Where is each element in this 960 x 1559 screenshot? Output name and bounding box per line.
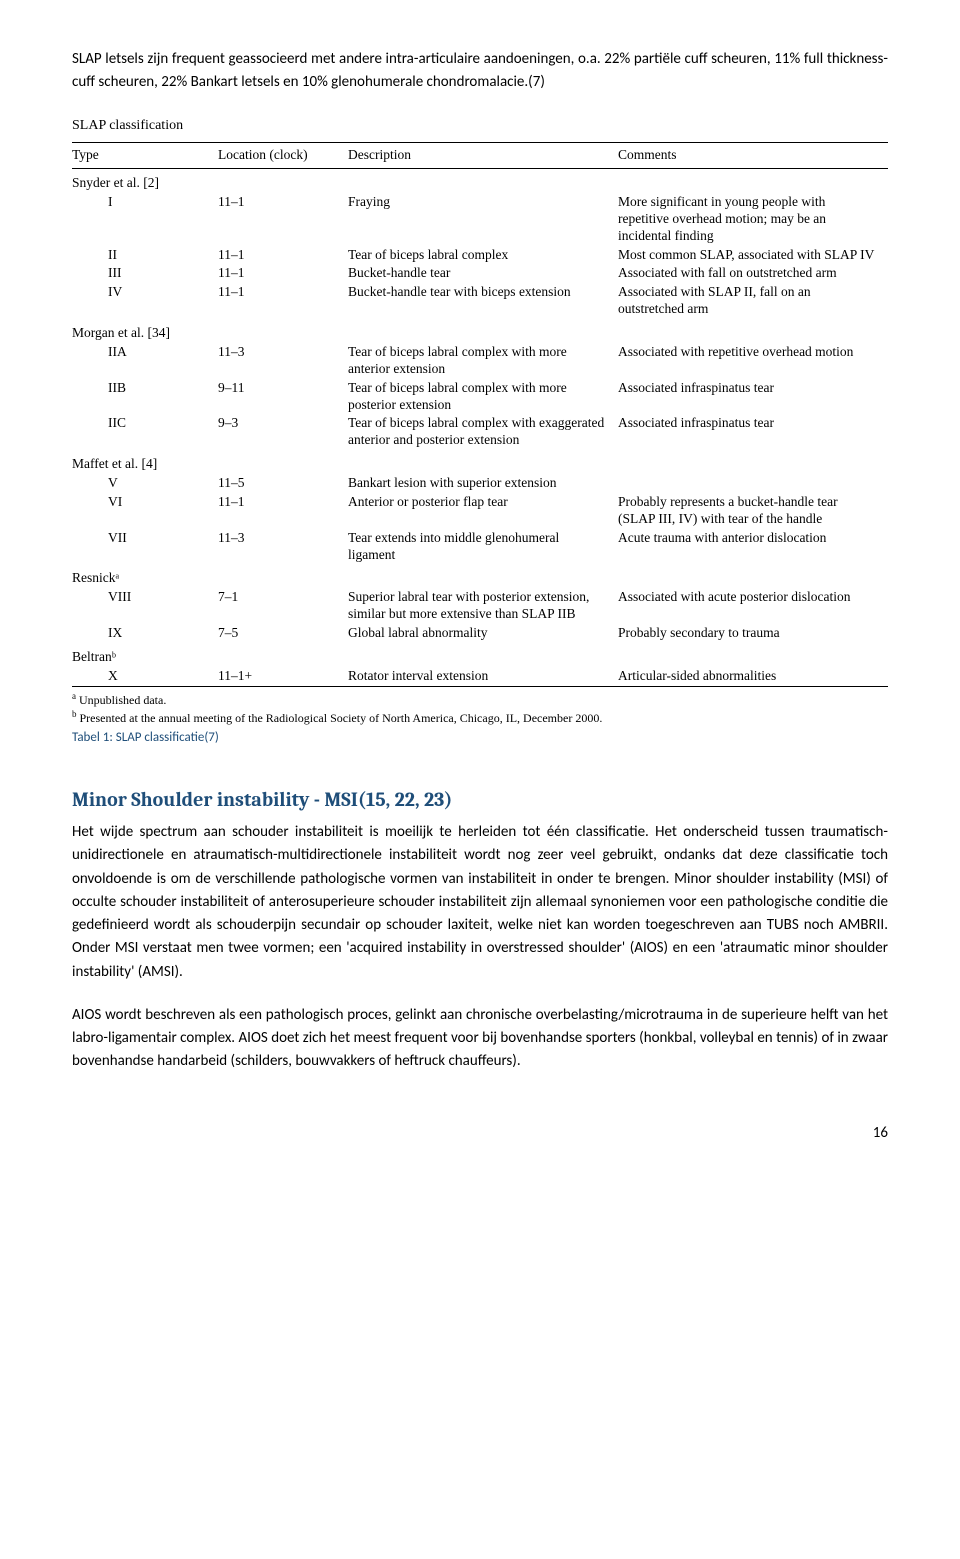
- author-cell: Maffet et al. [4]: [72, 450, 888, 474]
- table-cell: Associated infraspinatus tear: [618, 379, 888, 415]
- table-row: X11–1+Rotator interval extensionArticula…: [72, 667, 888, 686]
- table-cell: Articular-sided abnormalities: [618, 667, 888, 686]
- table-cell: 11–1: [218, 493, 348, 529]
- table-header-row: Type Location (clock) Description Commen…: [72, 143, 888, 169]
- table-cell: IX: [72, 624, 218, 643]
- th-location: Location (clock): [218, 143, 348, 169]
- table-cell: Global labral abnormality: [348, 624, 618, 643]
- th-description: Description: [348, 143, 618, 169]
- table-cell: VII: [72, 529, 218, 565]
- table-cell: Associated infraspinatus tear: [618, 414, 888, 450]
- table-cell: Tear of biceps labral complex with exagg…: [348, 414, 618, 450]
- table-row: IIA11–3Tear of biceps labral complex wit…: [72, 343, 888, 379]
- table-cell: Bucket-handle tear with biceps extension: [348, 283, 618, 319]
- slap-table: Type Location (clock) Description Commen…: [72, 142, 888, 686]
- table-row: VIII7–1Superior labral tear with posteri…: [72, 588, 888, 624]
- author-cell: Resnickᵃ: [72, 564, 888, 588]
- table-cell: V: [72, 474, 218, 493]
- table-title: SLAP classification: [72, 115, 888, 137]
- table-cell: III: [72, 264, 218, 283]
- table-cell: 11–5: [218, 474, 348, 493]
- table-cell: IV: [72, 283, 218, 319]
- table-cell: 9–3: [218, 414, 348, 450]
- table-row: IIC9–3Tear of biceps labral complex with…: [72, 414, 888, 450]
- table-row: IX7–5Global labral abnormalityProbably s…: [72, 624, 888, 643]
- table-section-author: Maffet et al. [4]: [72, 450, 888, 474]
- table-row: IV11–1Bucket-handle tear with biceps ext…: [72, 283, 888, 319]
- table-cell: 11–3: [218, 343, 348, 379]
- table-row: VI11–1Anterior or posterior flap tearPro…: [72, 493, 888, 529]
- table-cell: Most common SLAP, associated with SLAP I…: [618, 246, 888, 265]
- table-cell: 11–1: [218, 283, 348, 319]
- table-caption: Tabel 1: SLAP classificatie(7): [72, 728, 888, 748]
- table-cell: II: [72, 246, 218, 265]
- table-cell: [618, 474, 888, 493]
- table-cell: Tear extends into middle glenohumeral li…: [348, 529, 618, 565]
- table-cell: Tear of biceps labral complex with more …: [348, 343, 618, 379]
- section-heading: Minor Shoulder instability - MSI(15, 22,…: [72, 784, 888, 815]
- table-cell: Associated with acute posterior dislocat…: [618, 588, 888, 624]
- body-paragraph-2: AIOS wordt beschreven als een pathologis…: [72, 1004, 888, 1074]
- table-cell: 9–11: [218, 379, 348, 415]
- table-cell: Bankart lesion with superior extension: [348, 474, 618, 493]
- table-cell: IIC: [72, 414, 218, 450]
- table-cell: 7–5: [218, 624, 348, 643]
- author-cell: Beltranᵇ: [72, 643, 888, 667]
- table-cell: Probably secondary to trauma: [618, 624, 888, 643]
- table-cell: 7–1: [218, 588, 348, 624]
- table-cell: Associated with repetitive overhead moti…: [618, 343, 888, 379]
- body-paragraph-1: Het wijde spectrum aan schouder instabil…: [72, 821, 888, 984]
- table-cell: 11–1: [218, 193, 348, 246]
- table-row: III11–1Bucket-handle tearAssociated with…: [72, 264, 888, 283]
- table-section-author: Beltranᵇ: [72, 643, 888, 667]
- table-cell: Associated with fall on outstretched arm: [618, 264, 888, 283]
- table-cell: Probably represents a bucket-handle tear…: [618, 493, 888, 529]
- author-cell: Morgan et al. [34]: [72, 319, 888, 343]
- footnote-b: Presented at the annual meeting of the R…: [80, 711, 603, 725]
- table-cell: Fraying: [348, 193, 618, 246]
- table-cell: X: [72, 667, 218, 686]
- table-cell: More significant in young people with re…: [618, 193, 888, 246]
- intro-paragraph: SLAP letsels zijn frequent geassocieerd …: [72, 48, 888, 95]
- table-section-author: Snyder et al. [2]: [72, 169, 888, 193]
- table-cell: 11–3: [218, 529, 348, 565]
- table-section-author: Morgan et al. [34]: [72, 319, 888, 343]
- th-type: Type: [72, 143, 218, 169]
- table-cell: Acute trauma with anterior dislocation: [618, 529, 888, 565]
- table-cell: Rotator interval extension: [348, 667, 618, 686]
- table-cell: VIII: [72, 588, 218, 624]
- table-cell: 11–1: [218, 264, 348, 283]
- table-row: VII11–3Tear extends into middle glenohum…: [72, 529, 888, 565]
- th-comments: Comments: [618, 143, 888, 169]
- table-row: II11–1Tear of biceps labral complexMost …: [72, 246, 888, 265]
- table-cell: I: [72, 193, 218, 246]
- table-cell: Bucket-handle tear: [348, 264, 618, 283]
- table-cell: 11–1: [218, 246, 348, 265]
- table-cell: Tear of biceps labral complex with more …: [348, 379, 618, 415]
- table-cell: Anterior or posterior flap tear: [348, 493, 618, 529]
- footnote-a: Unpublished data.: [79, 693, 166, 707]
- table-cell: Superior labral tear with posterior exte…: [348, 588, 618, 624]
- table-cell: 11–1+: [218, 667, 348, 686]
- author-cell: Snyder et al. [2]: [72, 169, 888, 193]
- table-cell: VI: [72, 493, 218, 529]
- table-row: IIB9–11Tear of biceps labral complex wit…: [72, 379, 888, 415]
- table-row: I11–1FrayingMore significant in young pe…: [72, 193, 888, 246]
- table-section-author: Resnickᵃ: [72, 564, 888, 588]
- page-number: 16: [72, 1122, 888, 1145]
- table-footnotes: a Unpublished data. b Presented at the a…: [72, 686, 888, 726]
- table-cell: Tear of biceps labral complex: [348, 246, 618, 265]
- table-row: V11–5Bankart lesion with superior extens…: [72, 474, 888, 493]
- table-cell: Associated with SLAP II, fall on an outs…: [618, 283, 888, 319]
- table-cell: IIB: [72, 379, 218, 415]
- table-cell: IIA: [72, 343, 218, 379]
